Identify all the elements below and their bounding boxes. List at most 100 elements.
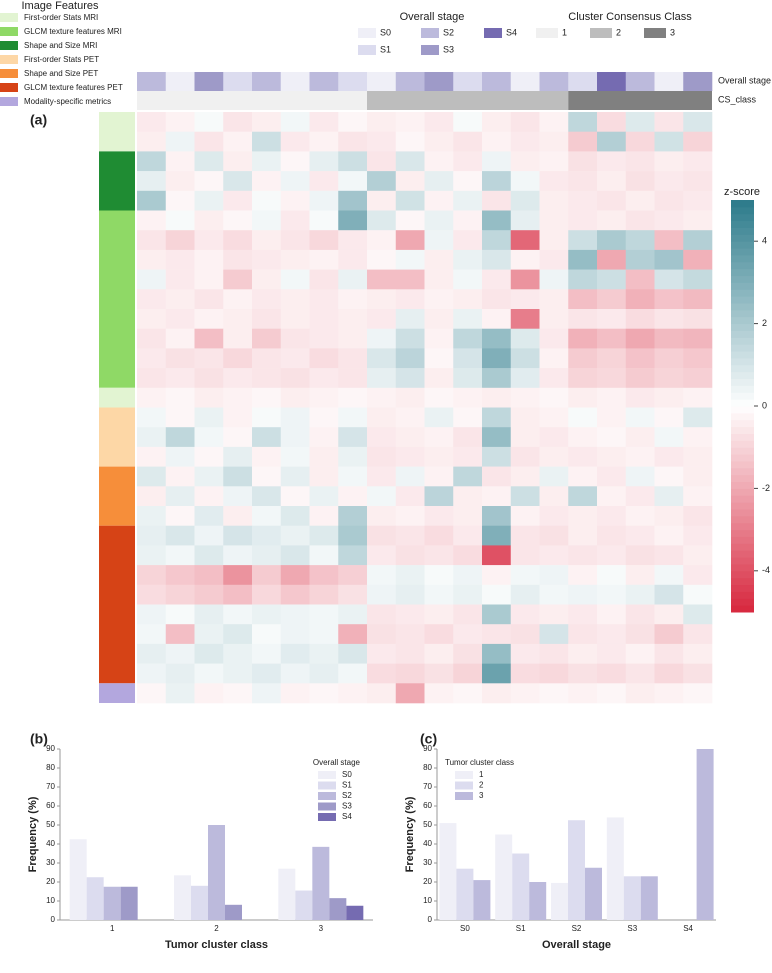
heatmap-cell (223, 387, 253, 408)
heatmap-cell (654, 446, 684, 467)
heatmap-cell (252, 210, 282, 231)
colorbar-title: z-score (724, 186, 760, 198)
heatmap-cell (252, 683, 282, 704)
heatmap-cell (367, 368, 397, 389)
heatmap-cell (280, 309, 310, 329)
stage-cell (482, 72, 512, 91)
heatmap-cell (194, 112, 224, 132)
heatmap-cell (395, 269, 425, 290)
heatmap-cell (252, 368, 282, 389)
heatmap-cell (395, 525, 425, 546)
y-tick-label: 40 (46, 839, 55, 848)
colorbar-step (731, 447, 754, 455)
heatmap-cell (482, 249, 512, 270)
heatmap-cell (539, 584, 569, 605)
legend-label: S4 (342, 812, 352, 821)
heatmap-cell (568, 249, 598, 270)
annotation-label: Overall stage (718, 75, 771, 85)
heatmap-cell (309, 348, 339, 369)
heatmap-cell (654, 348, 684, 369)
heatmap-cell (597, 506, 627, 526)
heatmap-cell (482, 328, 512, 349)
heatmap-cell (137, 269, 167, 290)
heatmap-cell (137, 328, 167, 349)
stage-cell (395, 72, 425, 91)
legend-swatch (318, 813, 336, 821)
stage-cell (453, 72, 483, 91)
heatmap-cell (395, 289, 425, 310)
row-group (99, 210, 135, 388)
heatmap-cell (338, 328, 368, 349)
heatmap-cell (625, 171, 655, 192)
heatmap-cell (309, 506, 339, 526)
heatmap-cell (395, 368, 425, 389)
colorbar-step (731, 351, 754, 359)
heatmap-cell (683, 151, 713, 172)
heatmap-cell (194, 210, 224, 231)
bar (696, 749, 714, 920)
heatmap-cell (424, 663, 454, 684)
heatmap-cell (683, 309, 713, 329)
heatmap-cell (252, 289, 282, 310)
heatmap-cell (453, 466, 483, 487)
legend-label: S2 (443, 27, 454, 37)
heatmap-cell (683, 171, 713, 192)
y-tick-label: 40 (423, 839, 432, 848)
heatmap-cell (683, 368, 713, 389)
heatmap-cell (482, 506, 512, 526)
heatmap-cell (252, 328, 282, 349)
stage-cell (137, 72, 167, 91)
heatmap-cell (597, 190, 627, 211)
heatmap-cell (510, 348, 540, 369)
colorbar-step (731, 378, 754, 386)
panel-label: (c) (420, 731, 437, 747)
heatmap-cell (137, 112, 167, 132)
heatmap-cell (568, 663, 598, 684)
colorbar-step (731, 399, 754, 407)
heatmap-cell (252, 407, 282, 428)
heatmap-cell (338, 506, 368, 526)
heatmap-cell (338, 171, 368, 192)
y-tick-label: 90 (46, 744, 55, 753)
colorbar-step (731, 529, 754, 537)
y-axis-label: Frequency (%) (27, 796, 39, 872)
legend-label: 3 (479, 791, 484, 800)
heatmap-cell (338, 348, 368, 369)
heatmap-cell (165, 624, 195, 645)
heatmap-cell (165, 112, 195, 132)
stage-cell (539, 72, 569, 91)
heatmap-cell (539, 328, 569, 349)
colorbar-step (731, 454, 754, 462)
heatmap-cell (165, 269, 195, 290)
row-group (99, 407, 135, 467)
colorbar-step (731, 577, 754, 586)
x-axis-label: Tumor cluster class (165, 939, 268, 951)
heatmap-cell (338, 584, 368, 605)
bar (103, 886, 121, 920)
heatmap-cell (482, 565, 512, 586)
heatmap-cell (654, 643, 684, 664)
legend-label: S1 (380, 44, 391, 54)
heatmap-cell (654, 387, 684, 408)
legend-swatch (0, 55, 18, 64)
heatmap-cell (137, 171, 167, 192)
row-group (99, 683, 135, 703)
heatmap-cell (367, 486, 397, 507)
annotation-label: CS_class (718, 94, 757, 104)
heatmap-cell (597, 171, 627, 192)
heatmap-cell (252, 171, 282, 192)
heatmap-cell (683, 446, 713, 467)
heatmap-cell (568, 269, 598, 290)
heatmap-cell (539, 486, 569, 507)
colorbar-step (731, 392, 754, 400)
legend-swatch (358, 45, 376, 55)
heatmap-cell (165, 210, 195, 231)
y-tick-label: 0 (428, 915, 433, 924)
heatmap-cell (482, 466, 512, 487)
bar (174, 875, 191, 920)
heatmap-cell (338, 446, 368, 467)
heatmap-cell (194, 151, 224, 172)
heatmap-cell (137, 565, 167, 586)
heatmap-cell (223, 151, 253, 172)
bar (529, 882, 547, 920)
